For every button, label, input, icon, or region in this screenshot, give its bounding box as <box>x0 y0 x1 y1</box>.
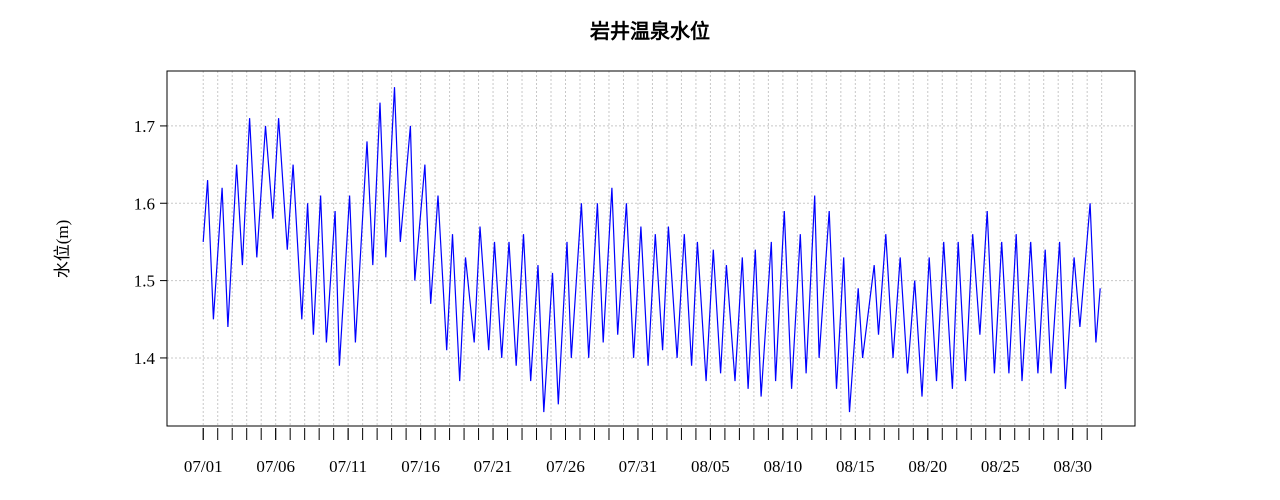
y-tick-label: 1.4 <box>134 349 156 368</box>
x-tick-label: 07/06 <box>256 457 295 476</box>
plot-frame <box>166 70 1136 427</box>
x-tick-label: 08/30 <box>1053 457 1092 476</box>
x-tick-label: 07/11 <box>329 457 367 476</box>
x-tick-label: 07/01 <box>184 457 223 476</box>
y-tick-label: 1.5 <box>134 272 155 291</box>
x-tick-label: 08/20 <box>908 457 947 476</box>
y-axis-label: 水位(m) <box>53 220 72 279</box>
x-tick-label: 08/10 <box>764 457 803 476</box>
x-tick-label: 07/16 <box>401 457 440 476</box>
chart-title: 岩井温泉水位 <box>589 19 710 43</box>
x-tick-label: 07/21 <box>474 457 513 476</box>
x-tick-label: 07/26 <box>546 457 585 476</box>
x-tick-label: 08/05 <box>691 457 730 476</box>
x-tick-label: 08/15 <box>836 457 875 476</box>
y-tick-label: 1.6 <box>134 194 155 213</box>
x-tick-label: 07/31 <box>619 457 658 476</box>
x-tick-label: 08/25 <box>981 457 1020 476</box>
series-line <box>202 87 1101 413</box>
y-tick-label: 1.7 <box>134 117 156 136</box>
